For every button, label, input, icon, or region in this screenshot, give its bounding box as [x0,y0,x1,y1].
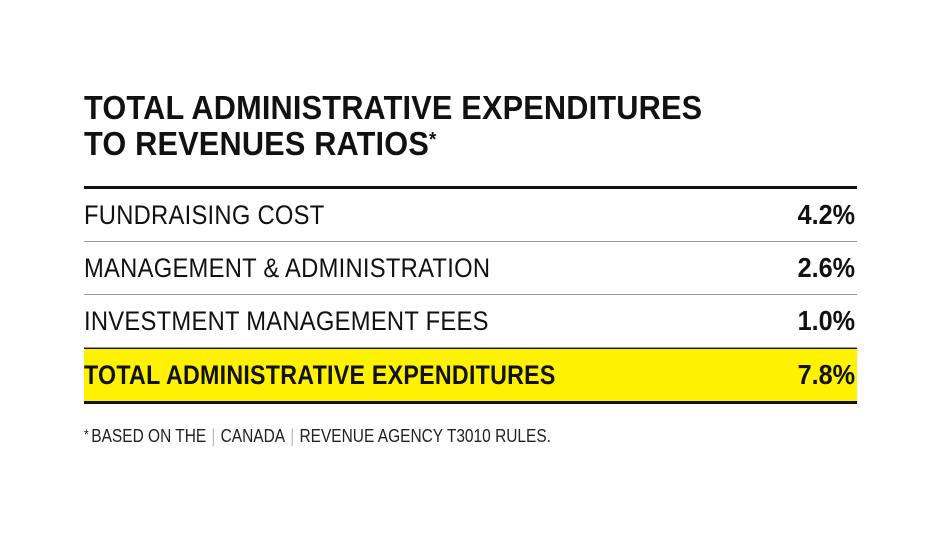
title-line-2-text: TO REVENUES RATIOS [84,125,429,162]
title-line-1: TOTAL ADMINISTRATIVE EXPENDITURES [84,89,703,126]
ratios-card: TOTAL ADMINISTRATIVE EXPENDITURES TO REV… [84,90,857,447]
footnote-divider: | [211,426,216,446]
row-value: 1.0% [797,305,856,336]
page-title: TOTAL ADMINISTRATIVE EXPENDITURES TO REV… [84,90,803,162]
total-label: TOTAL ADMINISTRATIVE EXPENDITURES [84,359,556,390]
footnote-marker: * [84,426,89,442]
row-label: FUNDRAISING COST [84,199,325,230]
footnote-part-1: BASED ON THE [91,426,207,446]
footnote-part-3: REVENUE AGENCY T3010 RULES. [299,426,551,446]
title-footnote-marker: * [428,129,437,151]
footnote-divider: | [290,426,295,446]
table-row-management: MANAGEMENT & ADMINISTRATION 2.6% [84,242,857,295]
footnote-part-2: CANADA [220,426,286,446]
table-row-total: TOTAL ADMINISTRATIVE EXPENDITURES 7.8% [84,348,857,401]
row-value: 4.2% [797,199,856,230]
row-value: 2.6% [797,252,856,283]
row-label: INVESTMENT MANAGEMENT FEES [84,305,489,336]
footnote: * BASED ON THE | CANADA | REVENUE AGENCY T301… [84,426,749,447]
title-line-2: TO REVENUES RATIOS* [84,126,803,162]
total-value: 7.8% [797,359,856,390]
ratios-table: FUNDRAISING COST 4.2% MANAGEMENT & ADMIN… [84,186,857,404]
table-row-fundraising: FUNDRAISING COST 4.2% [84,189,857,242]
row-label: MANAGEMENT & ADMINISTRATION [84,252,491,283]
table-row-investment: INVESTMENT MANAGEMENT FEES 1.0% [84,295,857,348]
